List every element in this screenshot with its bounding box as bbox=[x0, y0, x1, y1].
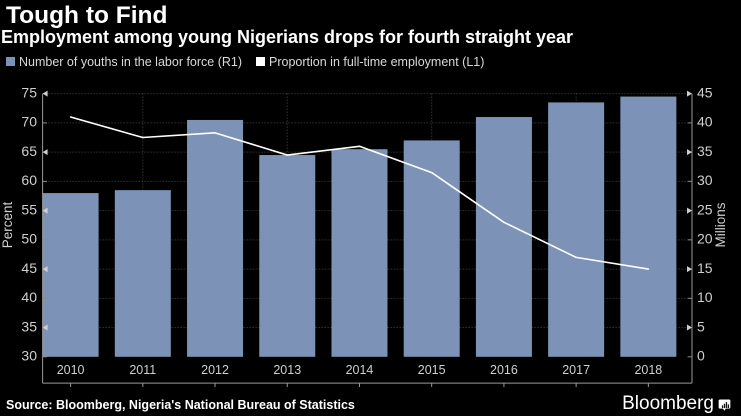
svg-text:40: 40 bbox=[697, 114, 713, 130]
svg-text:60: 60 bbox=[21, 172, 37, 188]
svg-text:2016: 2016 bbox=[490, 363, 518, 377]
svg-text:5: 5 bbox=[697, 318, 705, 334]
svg-text:2012: 2012 bbox=[201, 363, 229, 377]
svg-text:30: 30 bbox=[697, 172, 713, 188]
svg-text:35: 35 bbox=[697, 143, 713, 159]
svg-text:65: 65 bbox=[21, 143, 37, 159]
svg-text:55: 55 bbox=[21, 201, 37, 217]
svg-text:25: 25 bbox=[697, 201, 713, 217]
svg-text:35: 35 bbox=[21, 318, 37, 334]
svg-text:20: 20 bbox=[697, 231, 713, 247]
svg-text:10: 10 bbox=[697, 289, 713, 305]
svg-text:40: 40 bbox=[21, 289, 37, 305]
svg-text:Millions: Millions bbox=[713, 202, 728, 247]
svg-text:Percent: Percent bbox=[0, 201, 15, 248]
svg-text:70: 70 bbox=[21, 114, 37, 130]
svg-text:2018: 2018 bbox=[634, 363, 662, 377]
svg-text:50: 50 bbox=[21, 231, 37, 247]
svg-text:30: 30 bbox=[21, 348, 37, 364]
svg-text:45: 45 bbox=[21, 260, 37, 276]
svg-text:45: 45 bbox=[697, 85, 713, 101]
svg-text:0: 0 bbox=[697, 348, 705, 364]
svg-text:75: 75 bbox=[21, 85, 37, 101]
svg-text:2015: 2015 bbox=[418, 363, 446, 377]
svg-text:2010: 2010 bbox=[57, 363, 85, 377]
svg-text:2017: 2017 bbox=[562, 363, 590, 377]
svg-text:2014: 2014 bbox=[346, 363, 374, 377]
svg-text:2011: 2011 bbox=[129, 363, 156, 377]
svg-text:2013: 2013 bbox=[273, 363, 301, 377]
svg-text:15: 15 bbox=[697, 260, 713, 276]
